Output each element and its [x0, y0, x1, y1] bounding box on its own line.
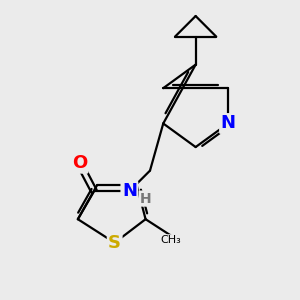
- Text: O: O: [72, 154, 87, 172]
- Text: S: S: [108, 234, 121, 252]
- Text: H: H: [140, 192, 152, 206]
- Text: N: N: [220, 115, 236, 133]
- Text: CH₃: CH₃: [160, 235, 181, 245]
- Text: N: N: [122, 182, 137, 200]
